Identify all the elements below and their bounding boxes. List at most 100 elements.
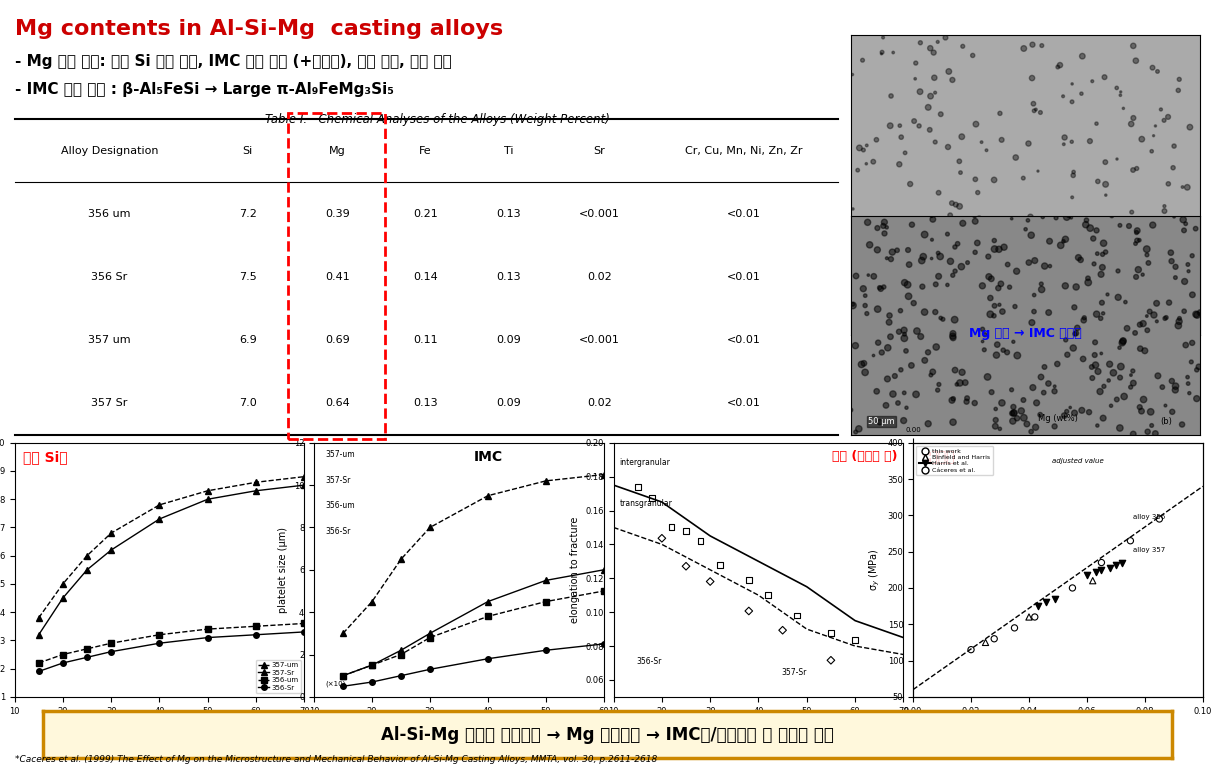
X-axis label: DAS (μm): DAS (μm) <box>436 721 482 731</box>
Point <box>1149 513 1169 525</box>
Text: intergranular: intergranular <box>620 458 671 467</box>
Text: Fe: Fe <box>419 146 431 156</box>
357-Sr <box>249 486 264 495</box>
Point <box>1045 593 1064 605</box>
Text: <0.01: <0.01 <box>728 209 761 219</box>
Point <box>1092 564 1112 576</box>
Legend: 357-um, 357-Sr, 356-um, 356-Sr: 357-um, 357-Sr, 356-um, 356-Sr <box>255 660 301 693</box>
Text: (×10): (×10) <box>326 680 346 687</box>
Point <box>821 628 841 640</box>
356-Sr <box>56 658 70 668</box>
Text: Sr: Sr <box>594 146 605 156</box>
Point <box>739 574 758 587</box>
Y-axis label: σ$_y$ (MPa): σ$_y$ (MPa) <box>868 548 882 591</box>
Point <box>758 588 778 601</box>
Text: 7.5: 7.5 <box>239 273 256 282</box>
357-Sr <box>80 565 95 574</box>
Point <box>1028 600 1047 612</box>
Point <box>1083 574 1102 587</box>
Text: - Mg 함량 증가: 공정 Si 변화 없음, IMC 크기 증가 (+상변화), 연신 하락, 강도 향상: - Mg 함량 증가: 공정 Si 변화 없음, IMC 크기 증가 (+상변화… <box>15 54 451 69</box>
357-Sr <box>296 480 311 490</box>
357-um <box>200 486 215 495</box>
Y-axis label: elongation to fracture: elongation to fracture <box>570 517 580 623</box>
357-um <box>32 613 46 622</box>
Point <box>1068 129 1087 141</box>
Text: transgranular: transgranular <box>620 499 672 507</box>
Point <box>1078 569 1097 581</box>
356-um <box>80 644 95 654</box>
356-um <box>152 630 166 639</box>
Point <box>1063 582 1083 594</box>
356-Sr <box>152 638 166 648</box>
357-Sr <box>32 630 46 639</box>
Text: 0.11: 0.11 <box>413 336 437 345</box>
Text: 0.09: 0.09 <box>496 336 521 345</box>
Text: 357-um: 357-um <box>326 450 355 460</box>
Point <box>1101 561 1120 574</box>
Text: Mg contents in Al-Si-Mg  casting alloys: Mg contents in Al-Si-Mg casting alloys <box>15 19 503 39</box>
Text: 0.41: 0.41 <box>324 273 350 282</box>
Point <box>677 524 696 537</box>
Text: 항복강도: 항복강도 <box>922 450 955 464</box>
Point <box>700 575 719 588</box>
Text: <0.001: <0.001 <box>580 336 620 345</box>
Point <box>821 654 841 667</box>
X-axis label: DAS (μm): DAS (μm) <box>735 721 781 731</box>
Point <box>773 624 792 636</box>
Text: 0.21: 0.21 <box>413 209 437 219</box>
Text: 공정 Si상: 공정 Si상 <box>23 450 68 464</box>
Text: 356 um: 356 um <box>89 209 130 219</box>
Text: 6.9: 6.9 <box>239 336 256 345</box>
Line: 357-um: 357-um <box>36 474 307 621</box>
X-axis label: Mg (wt%): Mg (wt%) <box>1038 414 1078 424</box>
356-um <box>104 638 119 648</box>
Text: alloy 357: alloy 357 <box>1134 547 1165 553</box>
Text: alloy 356: alloy 356 <box>1134 514 1165 520</box>
Point <box>652 532 672 544</box>
Point <box>961 644 981 656</box>
Text: Mg 증가 → IMC 조대화: Mg 증가 → IMC 조대화 <box>970 327 1081 340</box>
356-Sr <box>32 667 46 676</box>
Text: 0.13: 0.13 <box>413 399 437 408</box>
Text: - IMC 상의 변화 : β-Al₅FeSi → Large π-Al₉FeMg₃Si₅: - IMC 상의 변화 : β-Al₅FeSi → Large π-Al₉FeM… <box>15 82 394 97</box>
Point <box>1115 38 1135 50</box>
Text: Si: Si <box>243 146 253 156</box>
Text: (b): (b) <box>1160 417 1172 426</box>
356-Sr <box>200 633 215 642</box>
Text: 0.13: 0.13 <box>496 273 521 282</box>
Point <box>1112 557 1131 569</box>
Point <box>643 492 662 504</box>
Text: 357-Sr: 357-Sr <box>781 668 807 677</box>
Legend: this work, Binfield and Harris, Harris et al., Cáceres et al.: this work, Binfield and Harris, Harris e… <box>916 446 993 475</box>
357-Sr <box>152 514 166 524</box>
Text: 0.02: 0.02 <box>587 273 612 282</box>
Point <box>976 636 995 648</box>
357-um <box>104 528 119 537</box>
X-axis label: [Mg]$^{1/2}$: [Mg]$^{1/2}$ <box>1041 721 1075 737</box>
Point <box>662 521 682 533</box>
Point <box>1106 558 1125 571</box>
357-Sr <box>200 494 215 504</box>
Point <box>710 559 729 571</box>
357-um <box>80 551 95 561</box>
Point <box>1005 621 1024 634</box>
Point <box>787 609 807 621</box>
356-um <box>200 624 215 634</box>
Text: 356-um: 356-um <box>326 501 355 511</box>
Text: 0.09: 0.09 <box>496 399 521 408</box>
Text: Cr, Cu, Mn, Ni, Zn, Zr: Cr, Cu, Mn, Ni, Zn, Zr <box>685 146 803 156</box>
Point <box>1091 263 1111 275</box>
Text: 0.13: 0.13 <box>496 209 521 219</box>
Point <box>1086 566 1106 578</box>
Line: 357-Sr: 357-Sr <box>36 482 307 638</box>
356-um <box>296 619 311 628</box>
Text: 50 μm: 50 μm <box>868 313 894 322</box>
Text: <0.01: <0.01 <box>728 273 761 282</box>
Text: 7.2: 7.2 <box>239 209 256 219</box>
Line: 356-um: 356-um <box>36 621 307 666</box>
Text: 0.39: 0.39 <box>324 209 350 219</box>
Text: Mg: Mg <box>329 146 345 156</box>
Text: Al-Si-Mg 합금의 고강도화 → Mg 성분증가 → IMC상/크기변화 및 연신율 저하: Al-Si-Mg 합금의 고강도화 → Mg 성분증가 → IMC상/크기변화 … <box>382 725 833 744</box>
Point <box>1016 92 1035 104</box>
Text: 0.02: 0.02 <box>587 399 612 408</box>
